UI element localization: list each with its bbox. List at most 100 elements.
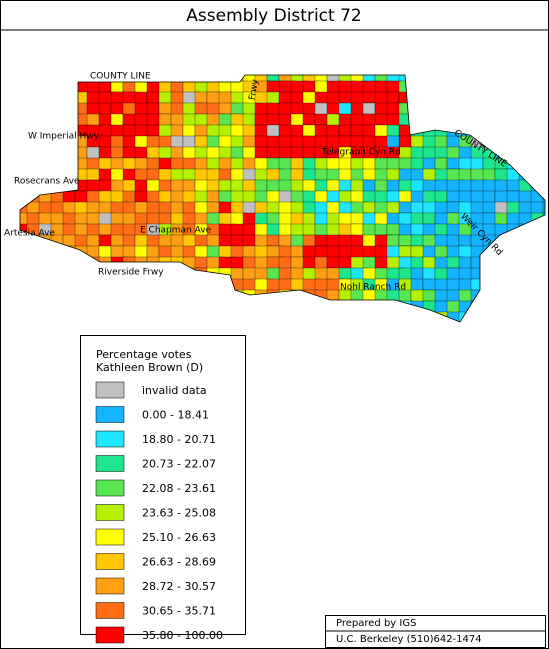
precinct: [134, 113, 149, 127]
precinct: [230, 223, 245, 236]
precinct: [506, 278, 520, 293]
precinct: [374, 300, 392, 315]
road-label: Telegraph Cyn Rd: [321, 148, 401, 158]
precinct: [458, 256, 472, 270]
precinct: [62, 256, 78, 272]
precinct: [50, 289, 65, 302]
legend-label: 35.80 - 100.00: [142, 629, 223, 642]
precinct: [314, 234, 328, 247]
legend-swatch: [95, 504, 125, 521]
precinct: [470, 256, 487, 270]
precinct: [39, 323, 53, 335]
precinct: [15, 323, 27, 334]
precinct: [158, 102, 173, 115]
precinct: [38, 113, 55, 126]
precinct: [158, 80, 172, 94]
precinct: [530, 135, 545, 148]
precinct: [62, 212, 77, 226]
precinct: [20, 289, 31, 303]
legend-label: 18.80 - 20.71: [142, 433, 216, 446]
precinct: [134, 190, 149, 203]
precinct: [38, 146, 52, 162]
precinct: [20, 102, 32, 117]
precinct: [26, 311, 41, 322]
precinct: [410, 75, 428, 85]
precinct: [134, 91, 148, 105]
precinct: [459, 323, 473, 336]
precinct: [146, 102, 160, 116]
precinct: [422, 102, 438, 116]
precinct: [506, 289, 520, 306]
precinct: [135, 323, 149, 337]
precinct: [218, 311, 235, 322]
credit: Prepared by IGS: [336, 618, 416, 629]
precinct: [350, 124, 365, 137]
precinct: [218, 245, 233, 259]
precinct: [230, 267, 244, 281]
precinct: [386, 311, 403, 322]
precinct: [146, 311, 165, 322]
precinct: [494, 289, 508, 302]
road-label: Riverside Frwy: [98, 268, 164, 278]
precinct: [122, 80, 137, 93]
precinct: [158, 300, 175, 314]
precinct: [482, 168, 496, 182]
precinct: [182, 289, 200, 306]
precinct: [470, 278, 487, 291]
precinct: [50, 278, 65, 292]
precinct: [158, 289, 177, 305]
precinct: [338, 300, 355, 317]
precinct: [62, 278, 78, 293]
precinct: [482, 75, 498, 85]
precinct: [530, 157, 545, 170]
road-label: W Imperial Hwy: [28, 132, 100, 142]
precinct: [314, 311, 329, 322]
precinct: [266, 311, 280, 322]
precinct: [410, 102, 426, 117]
precinct: [494, 135, 511, 152]
precinct: [482, 300, 501, 313]
precinct: [170, 289, 188, 303]
precinct: [38, 75, 56, 85]
precinct: [254, 300, 268, 316]
precinct: [206, 311, 220, 322]
precinct: [518, 311, 536, 322]
precinct: [470, 113, 489, 130]
precinct: [518, 124, 535, 139]
precinct: [458, 300, 477, 314]
precinct: [339, 323, 351, 337]
road-label: Frwy: [248, 78, 262, 101]
precinct: [146, 300, 162, 315]
precinct: [86, 113, 101, 127]
precinct: [518, 146, 537, 160]
legend-label: 22.08 - 23.61: [142, 482, 216, 495]
precinct: [110, 245, 125, 259]
precinct: [50, 311, 68, 322]
precinct: [458, 102, 473, 117]
precinct: [50, 245, 64, 259]
precinct: [494, 267, 508, 284]
precinct: [351, 323, 364, 334]
precinct: [63, 323, 80, 337]
precinct: [182, 311, 199, 322]
precinct: [434, 267, 449, 281]
precinct: [75, 323, 89, 337]
precinct: [206, 289, 220, 302]
precinct: [230, 300, 246, 313]
precinct: [266, 234, 280, 247]
precinct: [122, 311, 136, 322]
precinct: [50, 300, 69, 315]
precinct: [50, 75, 66, 85]
legend-swatch: [95, 577, 125, 595]
precinct: [218, 300, 236, 315]
precinct: [291, 323, 306, 337]
precinct: [506, 135, 522, 149]
precinct: [51, 323, 65, 338]
precinct: [482, 256, 498, 270]
precinct: [62, 289, 76, 304]
precinct: [134, 311, 149, 322]
precinct: [278, 311, 296, 322]
legend-label: 23.63 - 25.08: [142, 507, 216, 520]
precinct: [26, 113, 44, 126]
